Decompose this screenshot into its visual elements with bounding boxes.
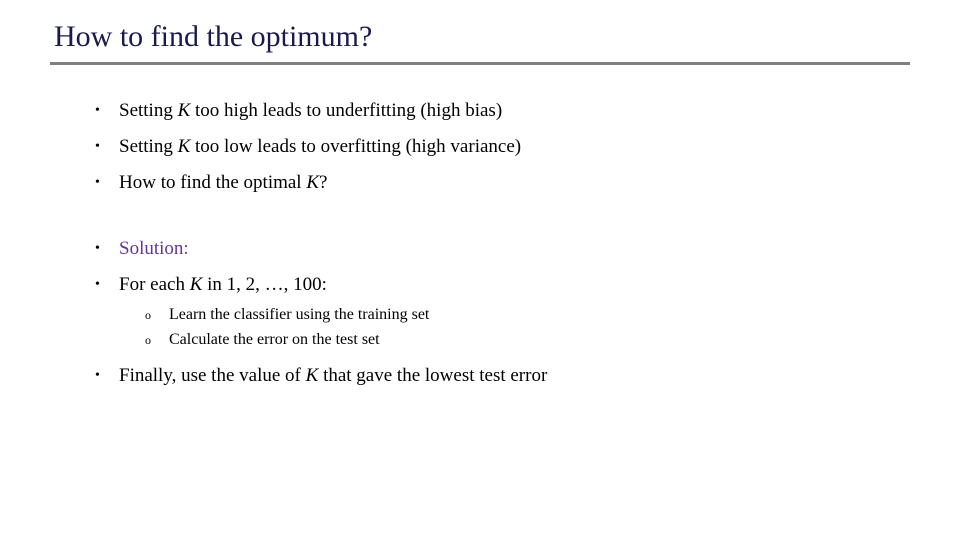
content-area: • Setting K too high leads to underfitti… <box>50 100 910 387</box>
bullet-item-2: • Setting K too low leads to overfitting… <box>95 136 910 158</box>
text-fragment: that gave the lowest test error <box>318 365 547 386</box>
variable-k: K <box>178 100 191 121</box>
bullet-marker: • <box>95 365 103 387</box>
variable-k: K <box>178 136 191 157</box>
bullet-text-6: Finally, use the value of K that gave th… <box>119 365 547 387</box>
bullet-marker: • <box>95 100 103 122</box>
bullet-item-6: • Finally, use the value of K that gave … <box>95 365 910 387</box>
text-fragment: too low leads to overfitting (high varia… <box>190 136 521 157</box>
text-fragment: Finally, use the value of <box>119 365 306 386</box>
bullet-marker: • <box>95 274 103 296</box>
text-fragment: ? <box>319 172 327 193</box>
variable-k: K <box>306 365 319 386</box>
text-fragment: Setting <box>119 100 178 121</box>
variable-k: K <box>190 274 203 295</box>
text-fragment: For each <box>119 274 190 295</box>
sub-bullet-marker: o <box>145 331 155 349</box>
title-underline <box>50 62 910 65</box>
bullet-text-3: How to find the optimal K? <box>119 172 327 194</box>
bullet-marker: • <box>95 136 103 158</box>
bullet-marker: • <box>95 172 103 194</box>
spacing-gap <box>95 208 910 238</box>
text-fragment: in 1, 2, …, 100: <box>202 274 327 295</box>
bullet-text-2: Setting K too low leads to overfitting (… <box>119 136 521 158</box>
solution-label: Solution: <box>119 238 189 260</box>
text-fragment: Setting <box>119 136 178 157</box>
bullet-item-solution: • Solution: <box>95 238 910 260</box>
bullet-text-1: Setting K too high leads to underfitting… <box>119 100 502 122</box>
slide-title: How to find the optimum? <box>50 20 910 54</box>
text-fragment: too high leads to underfitting (high bia… <box>190 100 502 121</box>
variable-k: K <box>306 172 319 193</box>
bullet-item-3: • How to find the optimal K? <box>95 172 910 194</box>
text-fragment: How to find the optimal <box>119 172 306 193</box>
bullet-marker: • <box>95 238 103 260</box>
sub-bullet-marker: o <box>145 306 155 324</box>
sub-bullet-text-1: Learn the classifier using the training … <box>169 306 429 324</box>
sub-bullet-text-2: Calculate the error on the test set <box>169 331 380 349</box>
slide-container: How to find the optimum? • Setting K too… <box>0 0 960 540</box>
sub-bullet-item-2: o Calculate the error on the test set <box>145 331 910 349</box>
bullet-item-1: • Setting K too high leads to underfitti… <box>95 100 910 122</box>
bullet-text-5: For each K in 1, 2, …, 100: <box>119 274 327 296</box>
sub-bullet-item-1: o Learn the classifier using the trainin… <box>145 306 910 324</box>
sub-bullet-list: o Learn the classifier using the trainin… <box>95 306 910 349</box>
bullet-item-5: • For each K in 1, 2, …, 100: <box>95 274 910 296</box>
